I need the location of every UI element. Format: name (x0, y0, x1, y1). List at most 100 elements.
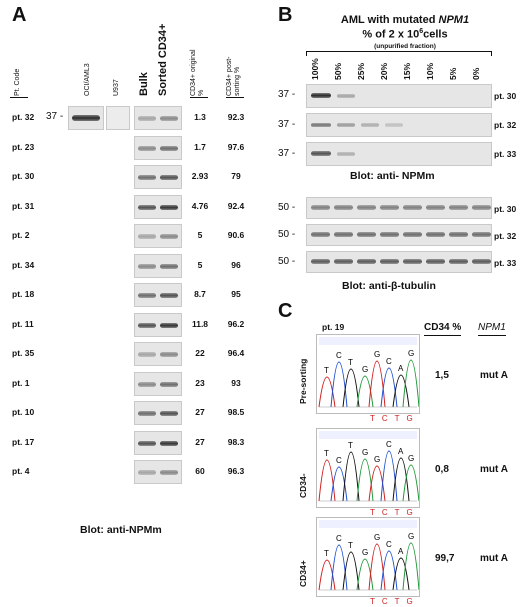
band-100 (311, 93, 331, 98)
band-100 (311, 151, 331, 156)
bulk-header: Bulk (138, 72, 150, 96)
panel-b-title-gene: NPM1 (438, 14, 470, 26)
tubulin-blot (306, 251, 492, 273)
bulk-band (138, 381, 156, 387)
sample-blot (134, 371, 182, 396)
sorted-band (160, 175, 178, 180)
pt-code: pt. 2 (12, 230, 30, 240)
pt-code: pt. 10 (12, 407, 35, 417)
base-call: T (324, 449, 329, 458)
base-call: G (374, 533, 380, 542)
sorted-band (160, 263, 178, 269)
sorted-band (160, 440, 178, 446)
pt-label-t3: pt. 33 (494, 258, 517, 268)
pt-code-underline (10, 97, 28, 98)
dilution-label: 100% (310, 58, 320, 80)
marker-50-b3: 50 - (278, 256, 296, 267)
cd34-original: 5 (197, 230, 203, 240)
oci-blot (68, 106, 104, 130)
base-call: T (348, 358, 353, 367)
npm-blot-pt30 (306, 84, 492, 108)
npm-blot-pt32 (306, 113, 492, 137)
pt-code: pt. 4 (12, 466, 30, 476)
trace-header-strip (319, 520, 417, 528)
panel-c-patient: pt. 19 (322, 322, 345, 332)
sample-blot (134, 401, 182, 425)
tubulin-band (449, 232, 468, 237)
sorted-band (160, 470, 178, 475)
sample-blot (134, 135, 182, 160)
sample-blot (134, 165, 182, 189)
tubulin-band (403, 232, 422, 237)
panel-a-letter: A (12, 4, 27, 26)
cd34-original: 1.7 (194, 141, 206, 152)
cd34-original: 22 (195, 348, 205, 358)
tubulin-band (403, 205, 422, 210)
trace-peak (356, 375, 374, 408)
post-header: CD34+ post-sorting % (226, 56, 241, 97)
marker-37-a: 37 - (46, 111, 64, 122)
cd34-percent: 0,8 (435, 464, 449, 475)
sorted-band (160, 145, 178, 151)
pt-code: pt. 34 (12, 259, 35, 270)
sorted-band (160, 204, 178, 210)
base-call: A (398, 547, 404, 556)
base-call: C (386, 540, 392, 549)
tubulin-blot (306, 224, 492, 246)
pt-code: pt. 17 (12, 436, 35, 447)
base-call: C (336, 534, 342, 543)
panel-b-subtitle-pre: % of 2 x 10 (362, 28, 420, 41)
tubulin-band (311, 205, 330, 210)
base-call: A (398, 447, 404, 456)
sorted-band (160, 352, 178, 357)
cd34-post-sorting: 96.3 (227, 466, 245, 476)
bulk-band (138, 411, 156, 416)
tubulin-band (334, 259, 353, 264)
sample-blot (134, 253, 182, 278)
trace-peak (356, 558, 374, 591)
dilution-label: 10% (425, 62, 435, 80)
cd34-post-sorting: 90.6 (227, 230, 245, 240)
marker-37-b2: 37 - (278, 119, 296, 130)
cd34-original: 27 (195, 407, 205, 417)
oci-header: OCI/AML3 (84, 63, 91, 96)
trace-peak (318, 376, 336, 408)
bulk-band (138, 116, 156, 121)
npm-blot-pt33 (306, 142, 492, 166)
bulk-band (138, 322, 156, 328)
trace-peak (330, 466, 348, 502)
trace-peak (368, 543, 386, 591)
tubulin-band (472, 205, 491, 210)
base-call: G (408, 532, 414, 541)
marker-37-b3: 37 - (278, 148, 296, 159)
base-call: G (374, 350, 380, 359)
pt-label-b3: pt. 33 (494, 149, 517, 159)
base-call: C (386, 440, 392, 449)
dilution-label: 25% (356, 62, 366, 80)
cd34-original: 8.7 (194, 289, 206, 299)
cd34-original: 2.93 (191, 171, 209, 181)
panel-a-caption: Blot: anti-NPMm (80, 524, 162, 536)
cd34-original: 1.3 (194, 112, 206, 122)
tubulin-band (426, 259, 445, 264)
tubulin-band (357, 232, 376, 237)
pt-code: pt. 35 (12, 348, 35, 358)
cd34-post-sorting: 93 (231, 377, 241, 388)
band-25 (361, 123, 379, 127)
trace-peak (380, 367, 398, 408)
sorted-band (160, 234, 178, 239)
cd34-col-header: CD34 % (424, 322, 462, 336)
panel-b-subtitle-sup: 6 (419, 28, 424, 35)
bulk-band (138, 204, 156, 210)
tubulin-band (311, 259, 330, 264)
panel-b-tub-caption: Blot: anti-β-tubulin (342, 280, 436, 292)
trace-peak (318, 559, 336, 591)
panel-b-title-prefix: AML with mutated (340, 14, 439, 26)
pt-code: pt. 11 (12, 318, 34, 329)
base-call: T (324, 366, 329, 375)
npm1-status: mut A (480, 370, 508, 381)
base-call: A (398, 364, 404, 373)
